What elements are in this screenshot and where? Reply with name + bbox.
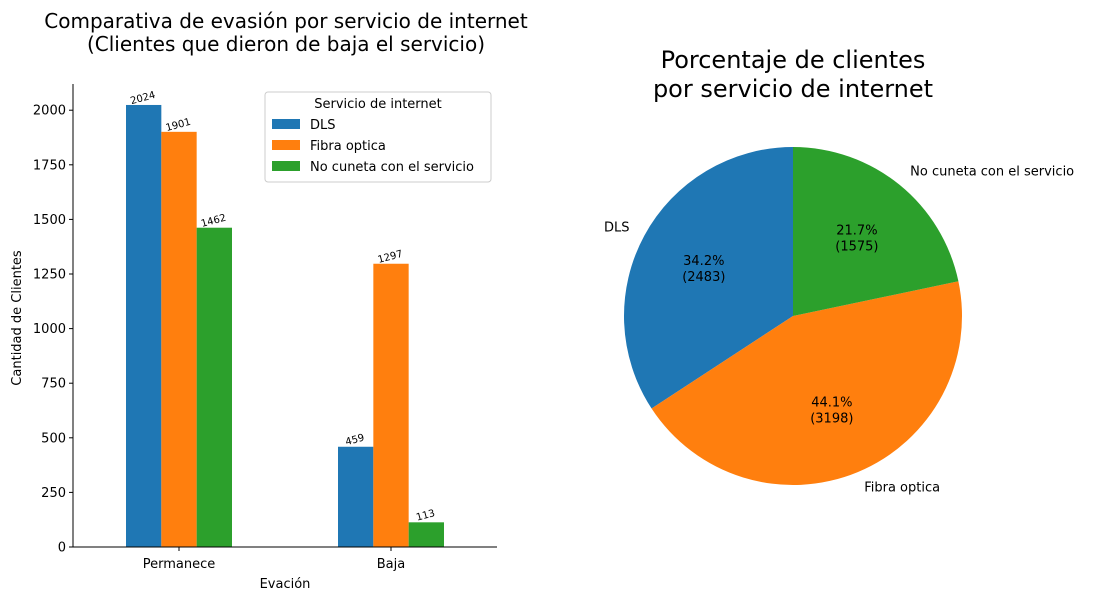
legend-swatch <box>272 140 300 150</box>
legend-label: Fibra optica <box>310 139 386 154</box>
pie-slice-label: DLS <box>604 221 630 236</box>
x-tick-label: Baja <box>377 557 405 572</box>
bar-no-cuneta-con-el-servicio-baja <box>408 522 444 547</box>
pie-slice-label: Fibra optica <box>864 481 940 496</box>
y-tick-label: 1500 <box>33 213 66 228</box>
y-tick-label: 1000 <box>33 322 66 337</box>
bar-fibra-optica-permanece <box>161 131 197 547</box>
pie-slice-no-cuneta-con-el-servicio <box>793 147 959 316</box>
legend-swatch <box>272 161 300 171</box>
legend-title: Servicio de internet <box>314 97 442 112</box>
bar-value-label: 2024 <box>129 90 156 107</box>
y-tick-label: 250 <box>41 486 66 501</box>
pie-slice-label: No cuneta con el servicio <box>910 165 1074 180</box>
legend-label: DLS <box>310 118 336 133</box>
pie-percent-label: 21.7% <box>836 223 877 238</box>
y-tick-label: 1750 <box>33 158 66 173</box>
y-axis-label: Cantidad de Clientes <box>10 250 25 386</box>
pie-percent-label: 44.1% <box>811 396 852 411</box>
legend-label: No cuneta con el servicio <box>310 160 474 175</box>
pie-percent-label: 34.2% <box>683 254 724 269</box>
y-tick-label: 1250 <box>33 268 66 283</box>
y-tick-label: 750 <box>41 377 66 392</box>
bar-value-label: 459 <box>344 433 365 449</box>
bar-dls-baja <box>338 446 374 547</box>
legend-swatch <box>272 119 300 129</box>
x-tick-label: Permanece <box>143 557 216 572</box>
pie-slice-fibra-optica <box>651 281 962 485</box>
bar-chart-title: Comparativa de evasión por servicio de i… <box>44 9 528 33</box>
bar-dls-permanece <box>126 104 162 547</box>
pie-title-line-2: por servicio de internet <box>653 75 933 103</box>
pie-count-label: (3198) <box>810 412 853 427</box>
pie-title-line-1: Porcentaje de clientes <box>661 46 926 74</box>
pie-count-label: (2483) <box>682 270 725 285</box>
y-tick-label: 500 <box>41 431 66 446</box>
bar-value-label: 1297 <box>377 249 404 266</box>
bar-chart-subtitle: (Clientes que dieron de baja el servicio… <box>87 32 485 56</box>
pie-chart: Porcentaje de clientes por servicio de i… <box>604 46 1074 496</box>
bar-value-label: 1901 <box>165 117 192 134</box>
pie-plot-area: DLS 34.2%(2483) Fibra optica 44.1%(3198) No … <box>604 147 1074 496</box>
bar-value-label: 1462 <box>200 213 227 230</box>
legend-frame <box>264 91 492 183</box>
x-axis-label: Evación <box>260 577 311 592</box>
bar-fibra-optica-baja <box>373 263 409 547</box>
bar-plot-area: 2024 459 1901 1297 1462 113 0 250 500 750 1000 1250… <box>33 84 497 572</box>
bar-value-label: 113 <box>415 508 436 524</box>
bar-chart: Comparativa de evasión por servicio de i… <box>10 9 528 592</box>
bar-no-cuneta-con-el-servicio-permanece <box>196 227 232 547</box>
pie-count-label: (1575) <box>835 239 878 254</box>
legend: Servicio de internet DLS Fibra optica No c… <box>264 91 492 183</box>
y-tick-label: 0 <box>58 541 66 556</box>
y-tick-label: 2000 <box>33 104 66 119</box>
pie-slice-dls <box>624 147 793 409</box>
